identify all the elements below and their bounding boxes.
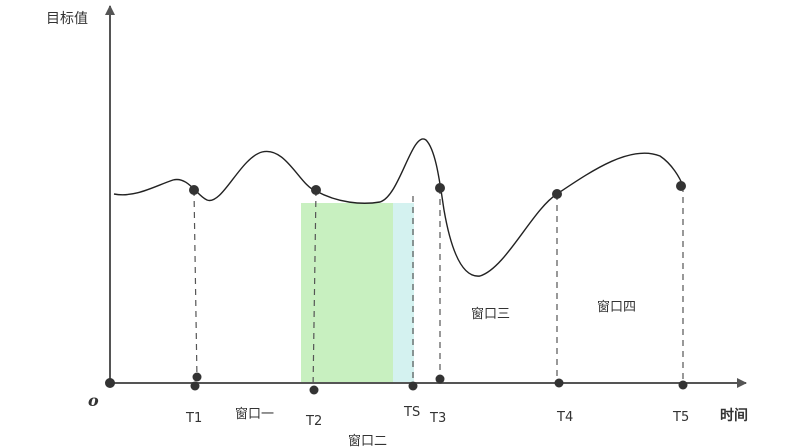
tick-label-t2: T2 — [305, 414, 322, 429]
tick-label-t3: T3 — [429, 411, 446, 426]
tick-label-t5: T5 — [672, 410, 689, 425]
t1-dashed-line — [193, 189, 198, 381]
origin-point — [105, 378, 115, 388]
curve-point-t3 — [435, 183, 445, 193]
axis-point-t4 — [554, 378, 564, 388]
x-axis-label: 时间 — [720, 407, 748, 424]
origin-label: o — [88, 391, 99, 410]
target-value-curve — [113, 138, 684, 277]
axis-point-t1 — [190, 381, 200, 391]
tick-label-ts: TS — [403, 405, 420, 420]
curve-point-t4 — [552, 189, 562, 199]
tick-label-t4: T4 — [556, 410, 573, 425]
tick-label-t1: T1 — [185, 411, 202, 426]
axis-point-ts — [408, 381, 418, 391]
curve-point-t5 — [676, 181, 686, 191]
axis-point-t2 — [309, 385, 319, 395]
window-one-label: 窗口一 — [235, 406, 274, 422]
y-axis-label: 目标值 — [46, 11, 88, 27]
ts-region — [393, 203, 414, 383]
curve-point-t1 — [189, 185, 199, 195]
window-three-label: 窗口三 — [471, 306, 510, 322]
window-two-label: 窗口二 — [348, 433, 387, 448]
curve-point-t2 — [311, 185, 321, 195]
axis-point-t5 — [678, 380, 688, 390]
axis-point-t1-upper — [192, 372, 202, 382]
t2-dashed-line — [312, 189, 317, 391]
window-four-label: 窗口四 — [597, 299, 636, 315]
window-two-region — [301, 203, 393, 383]
axis-point-t3 — [435, 374, 445, 384]
